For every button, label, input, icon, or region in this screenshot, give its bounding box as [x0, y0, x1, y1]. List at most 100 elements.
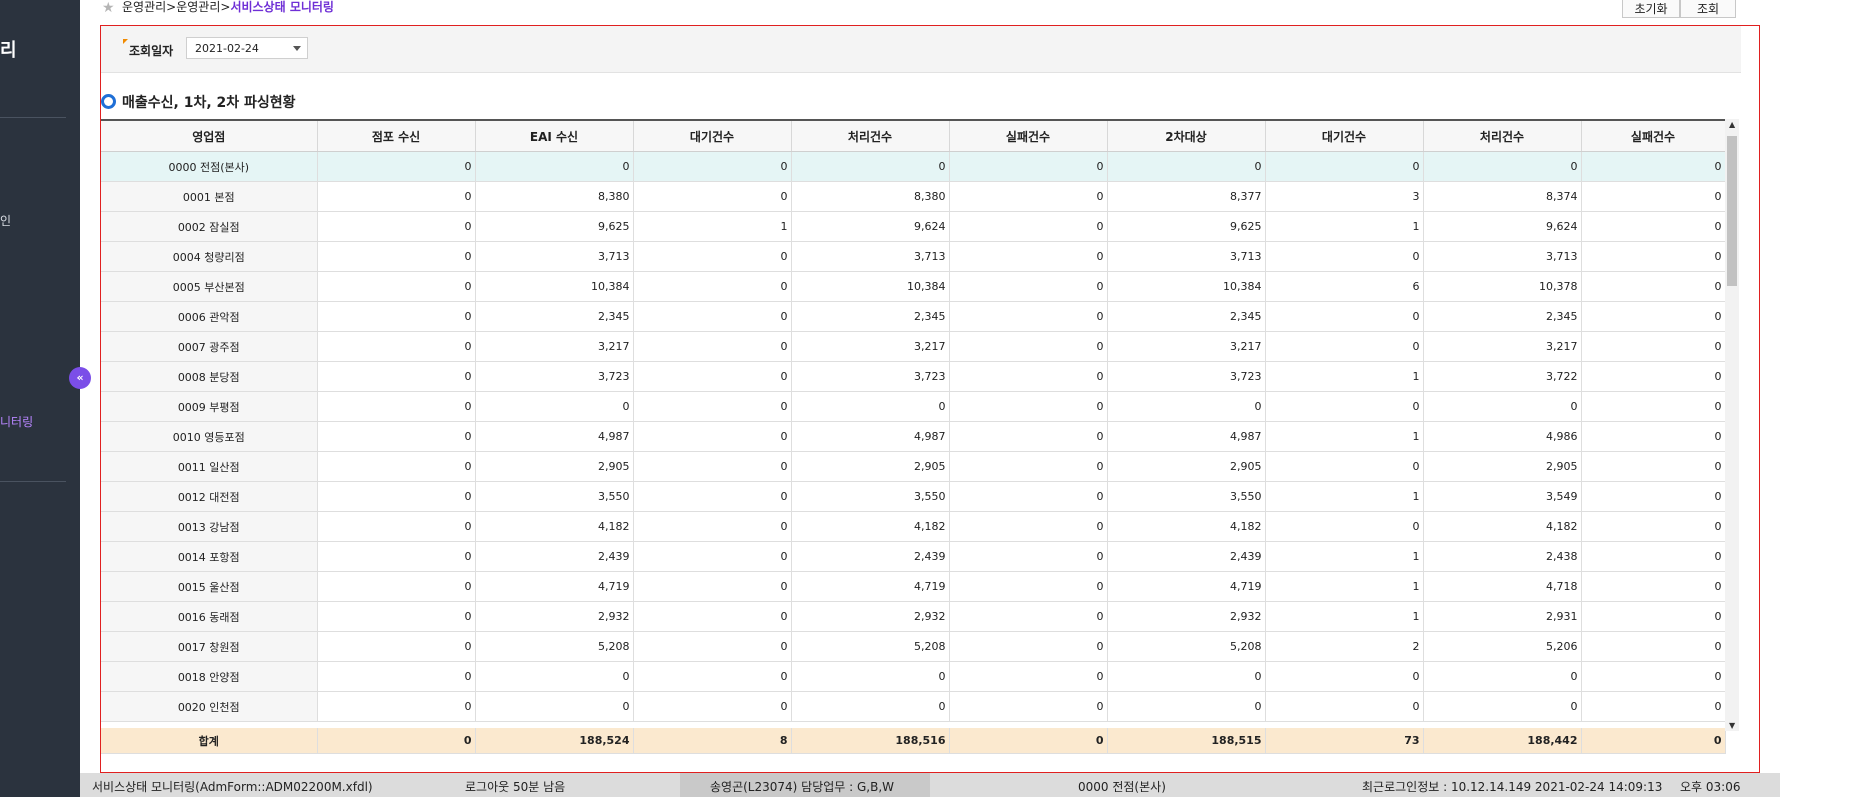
count-cell: 0 — [1581, 331, 1726, 362]
count-cell: 1 — [1265, 211, 1424, 242]
store-name-cell: 0000 전점(본사) — [101, 152, 318, 182]
count-cell: 4,718 — [1423, 571, 1582, 602]
table-row[interactable]: 0015 울산점 0 4,719 0 4,719 0 4,719 1 4,718 0 — [101, 571, 1726, 602]
chevron-down-icon[interactable] — [293, 46, 301, 51]
count-cell: 4,986 — [1423, 421, 1582, 452]
table-row[interactable]: 0000 전점(본사) 0 0 0 0 0 0 0 0 0 — [101, 152, 1726, 182]
table-row[interactable]: 0001 본점 0 8,380 0 8,380 0 8,377 3 8,374 0 — [101, 181, 1726, 212]
store-name-cell: 0011 일산점 — [101, 451, 318, 482]
count-cell: 3,217 — [1423, 331, 1582, 362]
table-row[interactable]: 0007 광주점 0 3,217 0 3,217 0 3,217 0 3,217 0 — [101, 331, 1726, 362]
scrollbar-thumb[interactable] — [1727, 136, 1737, 286]
count-cell: 0 — [949, 541, 1108, 572]
column-header[interactable]: 대기건수 — [1265, 120, 1424, 152]
count-cell: 0 — [1265, 241, 1424, 272]
count-cell: 0 — [633, 241, 792, 272]
grid-table: 영업점 점포 수신 EAI 수신 대기건수 처리건수 실패건수 2차대상 대기건수 처리건수 실패… — [101, 119, 1726, 152]
count-cell: 3,722 — [1423, 361, 1582, 392]
status-user-panel — [680, 773, 930, 797]
search-button[interactable]: 조회 — [1680, 0, 1736, 18]
column-header[interactable]: 대기건수 — [633, 120, 792, 152]
count-cell: 0 — [633, 331, 792, 362]
status-logout-timer: 로그아웃 50분 남음 — [465, 780, 566, 794]
column-header[interactable]: 점포 수신 — [317, 120, 476, 152]
date-select[interactable]: 2021-02-24 — [186, 37, 308, 59]
column-header[interactable]: 처리건수 — [1423, 120, 1582, 152]
count-cell: 2,345 — [1107, 301, 1266, 332]
table-row[interactable]: 0006 관악점 0 2,345 0 2,345 0 2,345 0 2,345 0 — [101, 301, 1726, 332]
table-row[interactable]: 0009 부평점 0 0 0 0 0 0 0 0 0 — [101, 391, 1726, 422]
count-cell: 3,549 — [1423, 481, 1582, 512]
count-cell: 2,931 — [1423, 601, 1582, 632]
column-header[interactable]: 처리건수 — [791, 120, 950, 152]
count-cell: 0 — [633, 691, 792, 722]
store-name-cell: 0017 창원점 — [101, 631, 318, 662]
count-cell: 4,719 — [1107, 571, 1266, 602]
count-cell: 0 — [633, 152, 792, 182]
count-cell: 0 — [949, 571, 1108, 602]
column-header[interactable]: 2차대상 — [1107, 120, 1266, 152]
scroll-down-icon[interactable]: ▼ — [1729, 721, 1736, 730]
star-icon[interactable]: ★ — [102, 0, 115, 16]
table-row[interactable]: 0017 창원점 0 5,208 0 5,208 0 5,208 2 5,206 0 — [101, 631, 1726, 662]
store-name-cell: 0001 본점 — [101, 181, 318, 212]
count-cell: 3,217 — [791, 331, 950, 362]
column-header[interactable]: 실패건수 — [949, 120, 1108, 152]
column-header[interactable]: EAI 수신 — [475, 120, 634, 152]
count-cell: 4,719 — [791, 571, 950, 602]
count-cell: 0 — [1581, 541, 1726, 572]
count-cell: 6 — [1265, 271, 1424, 302]
count-cell: 2,905 — [1107, 451, 1266, 482]
store-name-cell: 0008 분당점 — [101, 361, 318, 392]
count-cell: 2,345 — [1423, 301, 1582, 332]
count-cell: 0 — [633, 571, 792, 602]
status-user-info: 송영곤(L23074) 담당업무 : G,B,W — [710, 780, 895, 794]
table-row[interactable]: 0018 안양점 0 0 0 0 0 0 0 0 0 — [101, 661, 1726, 692]
count-cell: 2,932 — [1107, 601, 1266, 632]
count-cell: 5,206 — [1423, 631, 1582, 662]
table-row[interactable]: 0008 분당점 0 3,723 0 3,723 0 3,723 1 3,722 0 — [101, 361, 1726, 392]
table-row[interactable]: 0020 인천점 0 0 0 0 0 0 0 0 0 — [101, 691, 1726, 722]
total-cell: 0 — [317, 728, 476, 754]
table-row[interactable]: 0002 잠실점 0 9,625 1 9,624 0 9,625 1 9,624 0 — [101, 211, 1726, 242]
table-row[interactable]: 0016 동래점 0 2,932 0 2,932 0 2,932 1 2,931 0 — [101, 601, 1726, 632]
reset-button[interactable]: 초기화 — [1622, 0, 1680, 18]
table-row[interactable]: 0010 영등포점 0 4,987 0 4,987 0 4,987 1 4,986 0 — [101, 421, 1726, 452]
count-cell: 0 — [317, 421, 476, 452]
count-cell: 2,932 — [791, 601, 950, 632]
grid-total-table: 합계 0 188,524 8 188,516 0 188,515 73 188,442 0 — [101, 728, 1726, 754]
count-cell: 0 — [1581, 181, 1726, 212]
vertical-scrollbar[interactable]: ▲ ▼ — [1725, 119, 1739, 731]
count-cell: 0 — [317, 571, 476, 602]
section-title-text: 매출수신, 1차, 2차 파싱현황 — [122, 95, 296, 111]
grid-body-table: 0000 전점(본사) 0 0 0 0 0 0 0 0 0 0001 본점 0 8,380 0 8,380 0… — [101, 152, 1726, 722]
table-row[interactable]: 0004 청량리점 0 3,713 0 3,713 0 3,713 0 3,713 0 — [101, 241, 1726, 272]
count-cell: 3,713 — [475, 241, 634, 272]
section-title: 매출수신, 1차, 2차 파싱현황 — [101, 92, 296, 112]
total-row: 합계 0 188,524 8 188,516 0 188,515 73 188,442 0 — [101, 728, 1726, 754]
count-cell: 3,713 — [1423, 241, 1582, 272]
scroll-up-icon[interactable]: ▲ — [1729, 120, 1736, 129]
sidebar-item-monitoring[interactable]: 니터링 — [0, 415, 34, 429]
column-header[interactable]: 실패건수 — [1581, 120, 1726, 152]
count-cell: 0 — [475, 391, 634, 422]
count-cell: 0 — [949, 271, 1108, 302]
sidebar-collapse-button[interactable]: « — [69, 367, 91, 389]
grid-body[interactable]: 0000 전점(본사) 0 0 0 0 0 0 0 0 0 0001 본점 0 8,380 0 8,380 0… — [101, 152, 1741, 728]
column-header[interactable]: 영업점 — [101, 120, 318, 152]
table-row[interactable]: 0013 강남점 0 4,182 0 4,182 0 4,182 0 4,182 0 — [101, 511, 1726, 542]
table-row[interactable]: 0014 포항점 0 2,439 0 2,439 0 2,439 1 2,438 0 — [101, 541, 1726, 572]
count-cell: 3,550 — [1107, 481, 1266, 512]
table-row[interactable]: 0005 부산본점 0 10,384 0 10,384 0 10,384 6 10,378 0 — [101, 271, 1726, 302]
table-row[interactable]: 0011 일산점 0 2,905 0 2,905 0 2,905 0 2,905 0 — [101, 451, 1726, 482]
count-cell: 0 — [791, 152, 950, 182]
count-cell: 0 — [1581, 601, 1726, 632]
breadcrumb: 운영관리>운영관리>서비스상태 모니터링 — [122, 0, 334, 14]
count-cell: 0 — [949, 451, 1108, 482]
status-grid: 영업점 점포 수신 EAI 수신 대기건수 처리건수 실패건수 2차대상 대기건수 처리건수 실패… — [101, 119, 1741, 754]
status-last-login: 최근로그인정보 : 10.12.14.149 2021-02-24 14:09:… — [1362, 780, 1663, 794]
sidebar-item[interactable]: 인 — [0, 214, 12, 228]
table-row[interactable]: 0012 대전점 0 3,550 0 3,550 0 3,550 1 3,549 0 — [101, 481, 1726, 512]
count-cell: 0 — [949, 661, 1108, 692]
store-name-cell: 0013 강남점 — [101, 511, 318, 542]
